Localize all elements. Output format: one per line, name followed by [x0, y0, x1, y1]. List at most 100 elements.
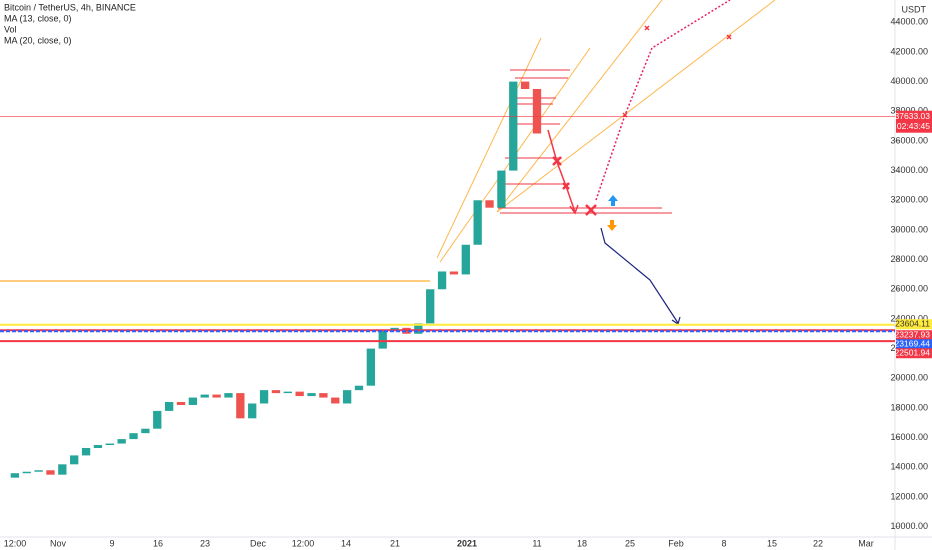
candle [141, 428, 150, 434]
candle [461, 244, 470, 275]
candle [188, 397, 198, 405]
candle [354, 385, 364, 391]
y-tick-label: 16000.00 [890, 432, 928, 442]
y-tick-label: 24000.00 [890, 313, 928, 323]
candle [437, 271, 447, 290]
candle [378, 330, 387, 349]
candle [58, 464, 67, 475]
x-tick-label: 12:00 [292, 538, 315, 548]
candle [200, 394, 209, 398]
candle [93, 445, 103, 448]
price-label: 23169.44 [895, 338, 931, 348]
candle [342, 390, 352, 404]
candle [473, 200, 482, 245]
x-tick-label: Feb [668, 538, 684, 548]
price-label-box [896, 330, 932, 341]
x-tick-label: 11 [532, 538, 541, 548]
y-tick-label: 32000.00 [890, 195, 928, 205]
candle [509, 81, 518, 171]
x-tick-label: 23 [200, 538, 210, 548]
y-tick-label: 12000.00 [890, 491, 928, 501]
legend: Bitcoin / TetherUS, 4h, BINANCE MA (13, … [4, 2, 136, 45]
y-tick-label: 38000.00 [890, 106, 928, 116]
y-tick-label: 18000.00 [890, 402, 928, 412]
y-tick-label: 20000.00 [890, 373, 928, 383]
candle [283, 391, 292, 394]
x-tick-label: 25 [625, 538, 635, 548]
candle [295, 391, 304, 397]
candle [485, 200, 494, 208]
candle [520, 81, 530, 90]
candle [117, 439, 126, 444]
price-label-box [896, 348, 932, 359]
navy-arrow [600, 227, 679, 324]
candle [129, 433, 138, 440]
indicator: Vol [4, 24, 17, 34]
x-tick-label: 18 [577, 538, 587, 548]
candle [70, 455, 79, 465]
candle [236, 393, 245, 419]
candle [271, 390, 281, 394]
candle [319, 393, 328, 398]
candle [34, 470, 43, 472]
y-tick-label: 40000.00 [890, 76, 928, 86]
y-tick-label: 14000.00 [890, 462, 928, 472]
x-tick-label: 2021 [457, 538, 477, 548]
price-label: 22501.94 [895, 347, 931, 357]
x-tick-label: 8 [721, 538, 726, 548]
candle [164, 402, 174, 411]
candle [331, 397, 340, 404]
candle [449, 271, 459, 275]
currency: USDT [902, 4, 927, 14]
candle [426, 289, 435, 324]
candle [497, 170, 506, 208]
price-label: 23237.93 [895, 329, 931, 339]
candle [46, 470, 55, 475]
x-tick-label: 22 [813, 538, 823, 548]
candle [532, 89, 542, 134]
y-tick-label: 34000.00 [890, 165, 928, 175]
candle [22, 471, 31, 474]
x-markers [552, 25, 732, 216]
price-label-box [896, 339, 932, 350]
y-tick-label: 30000.00 [890, 224, 928, 234]
x-tick-label: Nov [50, 538, 67, 548]
candle [259, 390, 269, 404]
candle [224, 393, 233, 398]
symbol-title: Bitcoin / TetherUS, 4h, BINANCE [4, 2, 136, 12]
up-arrow [608, 195, 618, 206]
x-tick-label: Mar [858, 538, 874, 548]
candle [81, 447, 91, 456]
down-arrow [607, 220, 617, 231]
y-tick-label: 44000.00 [890, 17, 928, 27]
y-tick-label: 36000.00 [890, 135, 928, 145]
projection-path [595, 0, 731, 201]
x-tick-label: 15 [767, 538, 777, 548]
candle [366, 348, 376, 386]
candle [105, 443, 114, 446]
x-tick-label: 9 [109, 538, 114, 548]
x-tick-label: Dec [250, 538, 267, 548]
countdown: 02:43:45 [897, 121, 930, 131]
current-price: 37633.03 [895, 111, 931, 121]
x-tick-label: 16 [153, 538, 163, 548]
red-arrow [547, 129, 576, 213]
x-tick-label: 21 [390, 538, 400, 548]
candle [153, 410, 162, 429]
indicator: MA (13, close, 0) [4, 13, 72, 23]
candle [212, 394, 221, 398]
y-tick-label: 10000.00 [890, 521, 928, 531]
indicator: MA (20, close, 0) [4, 35, 72, 45]
y-tick-label: 42000.00 [890, 46, 928, 56]
price-label: 23604.11 [895, 318, 930, 328]
red-arrow-head [569, 204, 579, 215]
candle [176, 402, 186, 405]
candle [248, 403, 257, 419]
current-price-box [896, 110, 932, 133]
x-tick-label: 14 [341, 538, 351, 548]
x-tick-label: 12:00 [4, 538, 27, 548]
y-tick-label: 26000.00 [890, 284, 928, 294]
